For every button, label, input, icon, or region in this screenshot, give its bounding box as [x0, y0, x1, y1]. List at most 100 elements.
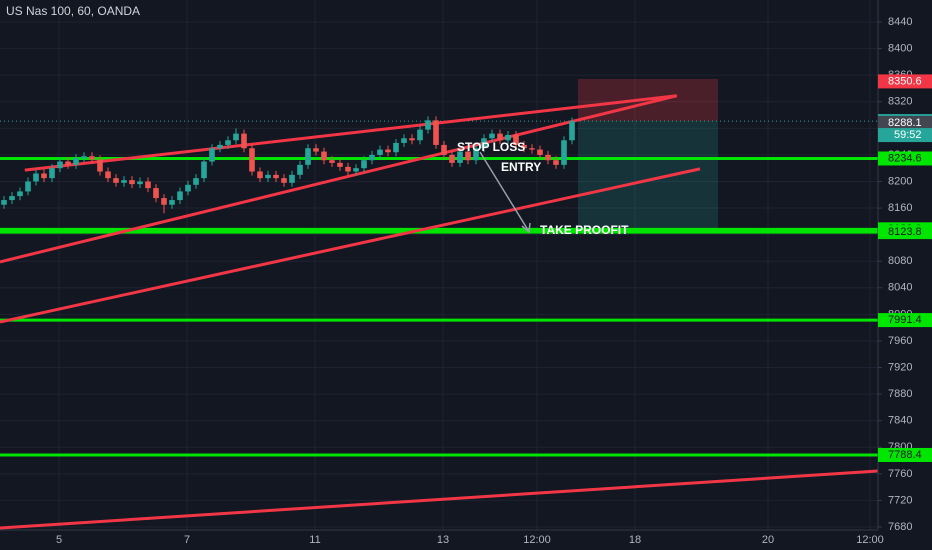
trend-line — [0, 167, 701, 324]
x-tick-label: 7 — [184, 534, 190, 546]
y-tick-label: 7720 — [888, 494, 912, 506]
price-tag-label: 7991.4 — [888, 314, 922, 326]
y-tick-label: 7760 — [888, 468, 912, 480]
candle-body — [113, 178, 119, 183]
candle-body — [273, 174, 279, 179]
candle-body — [73, 158, 79, 165]
candle-body — [465, 151, 471, 161]
y-tick-label: 7920 — [888, 361, 912, 373]
candle-body — [161, 198, 167, 205]
y-tick-label: 7840 — [888, 415, 912, 427]
candle-body — [297, 164, 303, 175]
candle-body — [313, 148, 319, 152]
x-tick-label: 11 — [309, 534, 320, 546]
candle-body — [337, 162, 343, 167]
axis: 8440840083608320828082408200816081208080… — [56, 16, 932, 546]
x-tick-label: 12:00 — [523, 534, 551, 546]
price-tag — [878, 447, 932, 462]
candle-body — [169, 200, 175, 205]
arrow-head — [521, 222, 531, 234]
y-tick-label: 8400 — [888, 42, 912, 54]
y-tick-label: 8200 — [888, 175, 912, 187]
price-tag — [878, 74, 932, 89]
y-tick-label: 8160 — [888, 202, 912, 214]
candle-body — [233, 133, 239, 141]
candle-body — [281, 178, 287, 183]
annotation: ENTRY — [501, 160, 541, 174]
candle-body — [521, 144, 527, 149]
price-tag-label: 8234.6 — [888, 152, 922, 164]
candle-body — [201, 161, 207, 179]
candle-body — [449, 154, 455, 163]
candle-body — [121, 180, 127, 183]
price-tag-label: 8123.8 — [888, 226, 922, 238]
profit-zone — [578, 121, 718, 231]
candle-body — [369, 154, 375, 161]
x-tick-label: 5 — [56, 534, 62, 546]
candle-body — [561, 140, 567, 165]
candle-body — [265, 174, 271, 179]
candle-body — [513, 134, 519, 145]
x-tick-label: 18 — [629, 534, 641, 546]
price-tag — [878, 151, 932, 166]
candle-body — [433, 120, 439, 145]
candle-body — [289, 174, 295, 183]
candle-body — [145, 181, 151, 189]
countdown: 59:52 — [894, 129, 922, 141]
candle-body — [393, 142, 399, 153]
candle-body — [105, 171, 111, 179]
trend-lines — [0, 94, 879, 530]
price-tag-label: 7788.4 — [888, 449, 922, 461]
y-tick-label: 8440 — [888, 16, 912, 28]
candle-body — [177, 191, 183, 201]
candle-body — [41, 173, 47, 179]
candle-body — [537, 149, 543, 155]
candle-body — [217, 144, 223, 149]
x-tick-label: 13 — [437, 534, 449, 546]
candle-body — [545, 154, 551, 161]
candle-body — [329, 160, 335, 163]
annotation: STOP LOSS — [457, 140, 525, 154]
y-tick-label: 7880 — [888, 388, 912, 400]
candle-body — [241, 133, 247, 149]
candle-body — [377, 149, 383, 155]
candle-body — [193, 178, 199, 185]
candle-body — [17, 191, 23, 197]
candle-body — [409, 138, 415, 141]
candle-body — [457, 151, 463, 163]
candle-body — [137, 181, 143, 185]
candle-body — [529, 148, 535, 150]
candle-body — [497, 133, 503, 141]
candles — [1, 116, 575, 214]
price-tag — [878, 313, 932, 328]
y-tick-label: 7960 — [888, 335, 912, 347]
candle-body — [25, 181, 31, 192]
y-tick-label: 8080 — [888, 255, 912, 267]
price-tag-label: 8350.6 — [888, 75, 922, 87]
candle-body — [441, 144, 447, 155]
chart-title: US Nas 100, 60, OANDA — [6, 4, 140, 18]
candle-body — [185, 184, 191, 192]
candle-body — [209, 148, 215, 162]
candle-body — [153, 188, 159, 199]
candle-body — [49, 168, 55, 179]
candle-body — [97, 159, 103, 172]
candle-body — [89, 156, 95, 160]
candle-body — [33, 173, 39, 182]
candle-body — [65, 161, 71, 165]
candle-body — [505, 134, 511, 141]
y-tick-label: 7680 — [888, 521, 912, 533]
candle-body — [481, 138, 487, 149]
candle-body — [473, 148, 479, 161]
candle-body — [345, 166, 351, 172]
candle-body — [401, 138, 407, 143]
trend-line — [0, 469, 879, 530]
candle-body — [225, 140, 231, 145]
annotation: TAKE PROOFIT — [540, 223, 629, 237]
levels — [0, 120, 878, 457]
candle-body — [489, 133, 495, 139]
trend-line — [0, 94, 678, 264]
candle-body — [249, 148, 255, 172]
